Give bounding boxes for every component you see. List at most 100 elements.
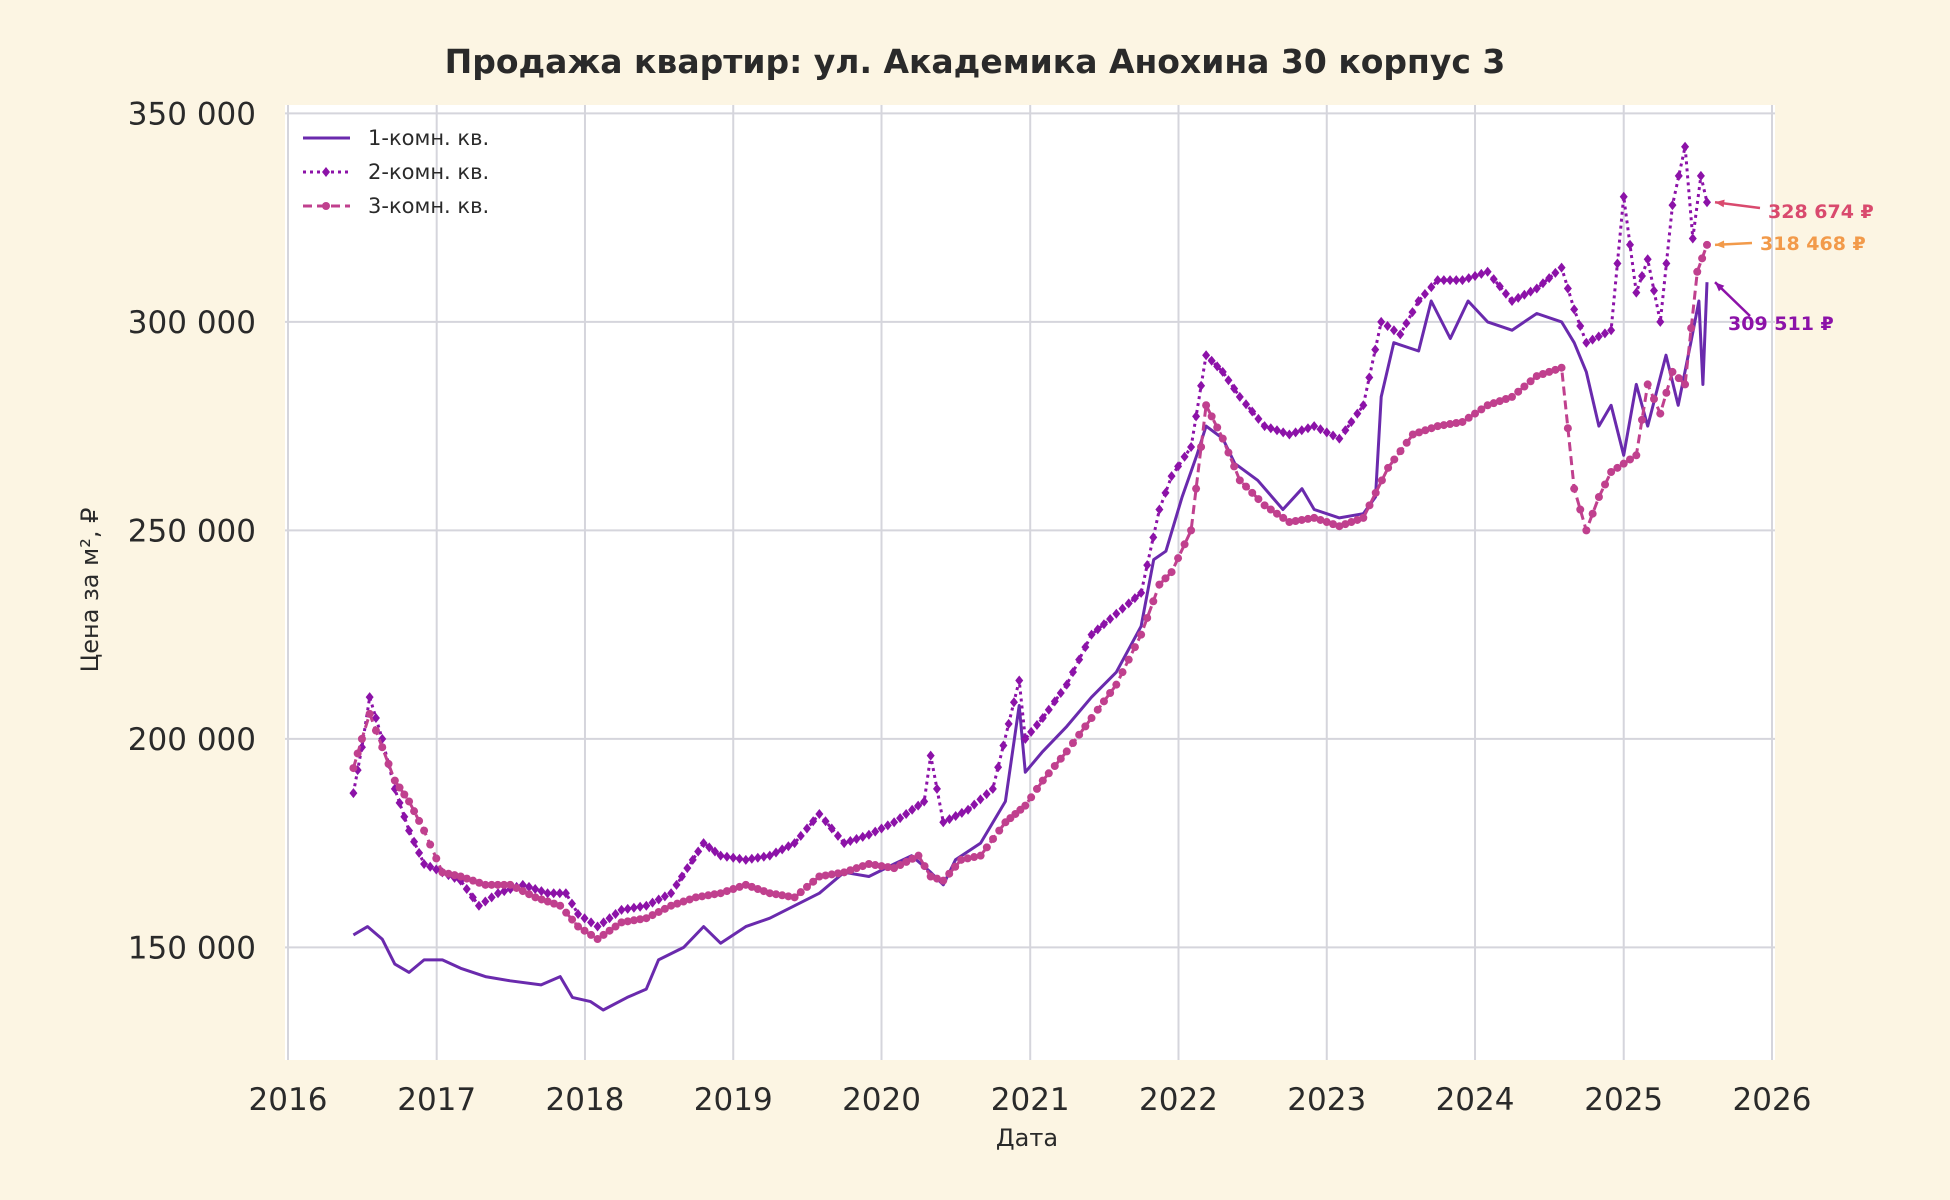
data-point (864, 829, 873, 840)
data-point (1266, 423, 1275, 434)
data-point (771, 847, 780, 858)
data-point (1452, 275, 1461, 286)
data-point (487, 880, 496, 889)
data-point (698, 892, 707, 901)
data-point (1607, 467, 1616, 476)
data-point (778, 844, 787, 855)
data-point (833, 869, 842, 878)
data-point (1588, 509, 1597, 518)
data-point (1242, 482, 1251, 491)
data-point (1155, 504, 1164, 515)
data-point (1526, 286, 1535, 297)
data-point (902, 857, 911, 866)
data-point (1087, 629, 1096, 640)
data-point (648, 897, 657, 908)
data-point (1242, 399, 1251, 410)
data-point (605, 926, 614, 935)
data-point (405, 825, 414, 836)
chart-title: Продажа квартир: ул. Академика Анохина 3… (445, 42, 1506, 81)
data-point (1582, 526, 1591, 535)
data-point (1118, 603, 1127, 614)
data-point (1377, 316, 1386, 327)
data-point (1668, 200, 1677, 211)
data-point (852, 833, 861, 844)
data-point (1538, 369, 1547, 378)
data-point (1347, 416, 1356, 427)
data-point (846, 866, 855, 875)
data-point (1213, 361, 1222, 372)
data-point (1124, 598, 1133, 609)
data-point (920, 862, 929, 871)
data-point (1371, 488, 1380, 497)
data-point (1174, 554, 1183, 563)
data-point (1015, 675, 1024, 686)
data-point (543, 897, 552, 906)
data-point (796, 888, 805, 897)
data-point (1303, 423, 1312, 434)
data-point (982, 843, 991, 852)
data-point (784, 892, 793, 901)
data-point (802, 882, 811, 891)
data-point (1161, 574, 1170, 583)
data-point (1167, 568, 1176, 577)
data-point (705, 842, 714, 853)
data-point (1662, 258, 1671, 269)
data-point (1068, 667, 1077, 678)
x-tick-label: 2018 (546, 1082, 625, 1118)
data-point (1329, 430, 1338, 441)
data-point (349, 764, 358, 773)
data-point (349, 788, 358, 799)
data-point (1285, 518, 1294, 527)
data-point (1316, 515, 1325, 524)
data-point (567, 898, 576, 909)
data-point (1149, 597, 1158, 606)
data-point (1218, 366, 1227, 377)
data-point (1124, 655, 1133, 664)
data-point (1674, 170, 1683, 181)
data-point (729, 885, 738, 894)
x-tick-label: 2023 (1287, 1082, 1366, 1118)
data-point (1464, 273, 1473, 284)
data-point (474, 900, 483, 911)
data-point (1619, 459, 1628, 468)
data-point (1353, 408, 1362, 419)
data-point (1230, 462, 1239, 471)
x-tick-label: 2016 (249, 1082, 328, 1118)
y-tick-label: 250 000 (128, 513, 256, 549)
data-point (494, 888, 503, 899)
data-point (420, 858, 429, 869)
data-point (1050, 696, 1059, 707)
data-point (716, 889, 725, 898)
series-line (352, 282, 1709, 1012)
data-point (400, 811, 409, 822)
data-point (1421, 426, 1430, 435)
data-point (691, 893, 700, 902)
data-point (778, 891, 787, 900)
data-point (518, 879, 527, 890)
data-point (1439, 421, 1448, 430)
data-point (574, 922, 583, 931)
data-point (493, 880, 502, 889)
data-point (1408, 430, 1417, 439)
data-point (1143, 560, 1152, 571)
data-point (1341, 425, 1350, 436)
data-point (1389, 325, 1398, 336)
data-point (1390, 455, 1399, 464)
data-point (735, 853, 744, 864)
data-point (1285, 429, 1294, 440)
legend-entry: 3-комн. кв. (303, 194, 489, 218)
legend: 1-комн. кв. 2-комн. кв. 3-комн. кв. (303, 126, 489, 218)
data-point (537, 886, 546, 897)
data-point (802, 823, 811, 834)
data-point (1062, 747, 1071, 756)
data-point (1068, 739, 1077, 748)
tick-layer: 2016 2017 2018 2019 2020 2021 2022 2023 2024 2025… (128, 96, 1812, 1118)
data-point (420, 826, 429, 835)
data-point (815, 808, 824, 819)
data-point (1638, 415, 1647, 424)
data-point (920, 796, 929, 807)
annotation-label: 318 468 ₽ (1760, 233, 1866, 255)
data-point (1668, 367, 1677, 376)
data-point (999, 740, 1008, 751)
data-point (384, 759, 393, 768)
